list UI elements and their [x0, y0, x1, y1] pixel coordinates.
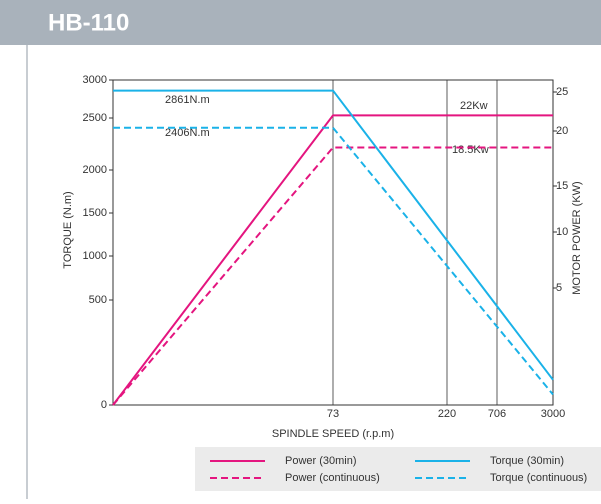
y2-tick-label: 15 — [556, 180, 568, 192]
series-line — [113, 89, 554, 381]
left-border — [26, 45, 28, 499]
y-tick-label: 2000 — [83, 164, 107, 176]
y2-axis-label: MOTOR POWER (KW) — [571, 181, 583, 294]
y-tick-label: 3000 — [83, 74, 107, 86]
series-line — [112, 146, 553, 406]
y2-tick-label: 20 — [556, 125, 568, 137]
y-tick-label: 1000 — [83, 250, 107, 262]
annotation: 2861N.m — [165, 94, 210, 106]
x-tick-label: 220 — [438, 408, 456, 420]
legend-box — [195, 447, 601, 491]
annotation: 22Kw — [460, 100, 488, 112]
x-tick-label: 706 — [488, 408, 506, 420]
y-tick-label: 500 — [89, 294, 107, 306]
x-tick-label: 73 — [327, 408, 339, 420]
legend-label: Power (continuous) — [285, 472, 380, 484]
y-axis-label: TORQUE (N.m) — [62, 191, 74, 268]
y2-tick-label: 5 — [556, 282, 562, 294]
y2-tick-label: 10 — [556, 226, 568, 238]
annotation: 18.5Kw — [452, 144, 489, 156]
legend-label: Torque (continuous) — [490, 472, 587, 484]
y2-tick-label: 25 — [556, 86, 568, 98]
y-tick-label: 0 — [101, 399, 107, 411]
annotation: 2406N.m — [165, 127, 210, 139]
x-axis-label: SPINDLE SPEED (r.p.m) — [272, 428, 394, 440]
y-tick-label: 2500 — [83, 112, 107, 124]
x-tick-label: 3000 — [541, 408, 565, 420]
legend-label: Power (30min) — [285, 455, 357, 467]
header-bar — [0, 0, 601, 45]
y-tick-label: 1500 — [83, 207, 107, 219]
header-title: HB-110 — [48, 9, 129, 36]
series-line — [112, 114, 553, 406]
legend-label: Torque (30min) — [490, 455, 564, 467]
